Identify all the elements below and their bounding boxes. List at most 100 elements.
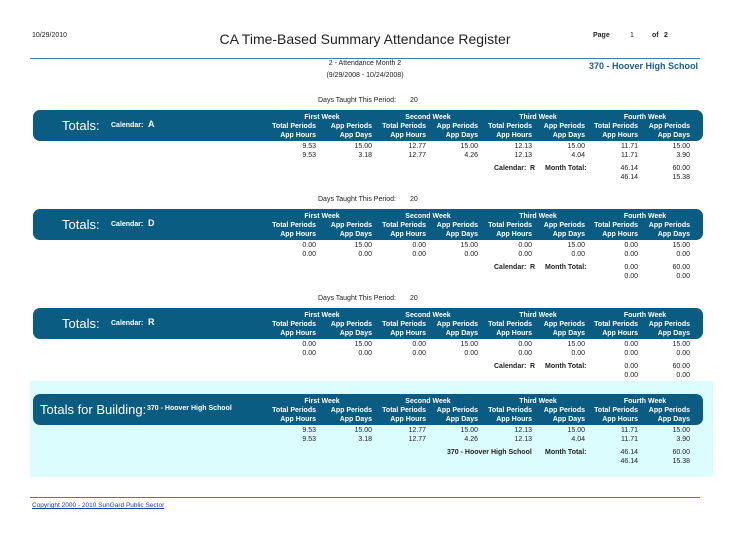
column-header: Total Periods — [272, 407, 316, 414]
cell-value: 4.26 — [464, 152, 478, 159]
cell-value: 4.04 — [571, 152, 585, 159]
cell-value: 0.00 — [518, 350, 532, 357]
cell-value: 15.00 — [460, 242, 478, 249]
header-rule — [30, 58, 700, 59]
month-total-value: 46.14 — [620, 174, 638, 181]
column-header: Total Periods — [488, 407, 532, 414]
total-calendar-label: Calendar: — [494, 264, 527, 271]
cell-value: 0.00 — [302, 350, 316, 357]
cell-value: 15.00 — [567, 341, 585, 348]
column-header: App Hours — [496, 416, 532, 423]
days-label: Days Taught This Period: — [318, 97, 396, 104]
month-total-value: 46.14 — [620, 458, 638, 465]
column-header: App Days — [657, 132, 690, 139]
calendar-label: Calendar: — [111, 122, 144, 129]
column-header: App Days — [339, 416, 372, 423]
calendar-value: D — [148, 218, 155, 228]
cell-value: 9.53 — [302, 143, 316, 150]
month-total-value: 0.00 — [624, 273, 638, 280]
week-title: Third Week — [519, 114, 557, 121]
column-header: App Hours — [602, 416, 638, 423]
cell-value: 0.00 — [412, 341, 426, 348]
column-header: App Periods — [436, 321, 478, 328]
cell-value: 0.00 — [624, 341, 638, 348]
cell-value: 4.04 — [571, 436, 585, 443]
column-header: Total Periods — [594, 321, 638, 328]
cell-value: 0.00 — [518, 242, 532, 249]
cell-value: 0.00 — [412, 251, 426, 258]
column-header: App Days — [552, 330, 585, 337]
column-header: App Periods — [330, 407, 372, 414]
week-title: Second Week — [405, 312, 451, 319]
days-label: Days Taught This Period: — [318, 196, 396, 203]
column-header: App Days — [445, 330, 478, 337]
days-value: 20 — [410, 97, 418, 104]
column-header: App Hours — [280, 231, 316, 238]
month-total-value: 0.00 — [676, 372, 690, 379]
column-header: App Periods — [436, 407, 478, 414]
cell-value: 0.00 — [464, 350, 478, 357]
column-header: App Days — [339, 231, 372, 238]
cell-value: 15.00 — [460, 341, 478, 348]
column-header: App Days — [445, 416, 478, 423]
cell-value: 3.18 — [358, 436, 372, 443]
cell-value: 3.90 — [676, 152, 690, 159]
total-calendar-label: Calendar: — [494, 165, 527, 172]
column-header: App Hours — [602, 330, 638, 337]
cell-value: 15.00 — [672, 427, 690, 434]
column-header: App Hours — [496, 231, 532, 238]
column-header: App Periods — [543, 222, 585, 229]
week-title: Fourth Week — [623, 213, 667, 220]
month-total-value: 60.00 — [672, 363, 690, 370]
column-header: App Periods — [543, 321, 585, 328]
column-header: Total Periods — [382, 321, 426, 328]
week-title: Second Week — [405, 114, 451, 121]
column-header: Total Periods — [488, 321, 532, 328]
week-title: First Week — [304, 114, 340, 121]
calendar-value: A — [148, 119, 155, 129]
date-range: (9/29/2008 - 10/24/2008) — [326, 72, 404, 79]
cell-value: 11.71 — [621, 436, 638, 443]
month-total-value: 60.00 — [672, 165, 690, 172]
cell-value: 0.00 — [571, 350, 585, 357]
section-title: Totals: — [62, 316, 100, 331]
cell-value: 15.00 — [672, 341, 690, 348]
cell-value: 9.53 — [302, 152, 316, 159]
month-total-value: 15.38 — [672, 174, 690, 181]
month-total-value: 0.00 — [676, 273, 690, 280]
column-header: App Periods — [648, 222, 690, 229]
cell-value: 15.00 — [354, 341, 372, 348]
section-title: Totals for Building: — [40, 402, 147, 417]
column-header: Total Periods — [594, 222, 638, 229]
column-header: Total Periods — [272, 123, 316, 130]
section-title: Totals: — [62, 217, 100, 232]
column-header: App Periods — [543, 123, 585, 130]
cell-value: 0.00 — [571, 251, 585, 258]
week-title: Fourth Week — [623, 114, 667, 121]
cell-value: 15.00 — [354, 242, 372, 249]
cell-value: 15.00 — [460, 143, 478, 150]
cell-value: 3.90 — [676, 436, 690, 443]
week-title: Fourth Week — [623, 312, 667, 319]
cell-value: 15.00 — [354, 427, 372, 434]
report-title: CA Time-Based Summary Attendance Registe… — [219, 31, 511, 47]
cell-value: 3.18 — [358, 152, 372, 159]
cell-value: 12.77 — [408, 152, 426, 159]
column-header: Total Periods — [382, 222, 426, 229]
column-header: App Hours — [496, 132, 532, 139]
cell-value: 0.00 — [358, 251, 372, 258]
month-total-value: 15.38 — [672, 458, 690, 465]
column-header: App Hours — [390, 330, 426, 337]
month-total-value: 46.14 — [620, 449, 638, 456]
cell-value: 15.00 — [460, 427, 478, 434]
column-header: App Hours — [602, 231, 638, 238]
column-header: App Days — [657, 416, 690, 423]
copyright-link[interactable]: Copyright 2000 - 2010 SunGard Public Sec… — [32, 502, 165, 509]
calendar-value: R — [148, 317, 155, 327]
cell-value: 15.00 — [354, 143, 372, 150]
column-header: App Days — [657, 231, 690, 238]
column-header: App Periods — [648, 123, 690, 130]
header-bar — [33, 110, 703, 141]
week-title: Third Week — [519, 312, 557, 319]
